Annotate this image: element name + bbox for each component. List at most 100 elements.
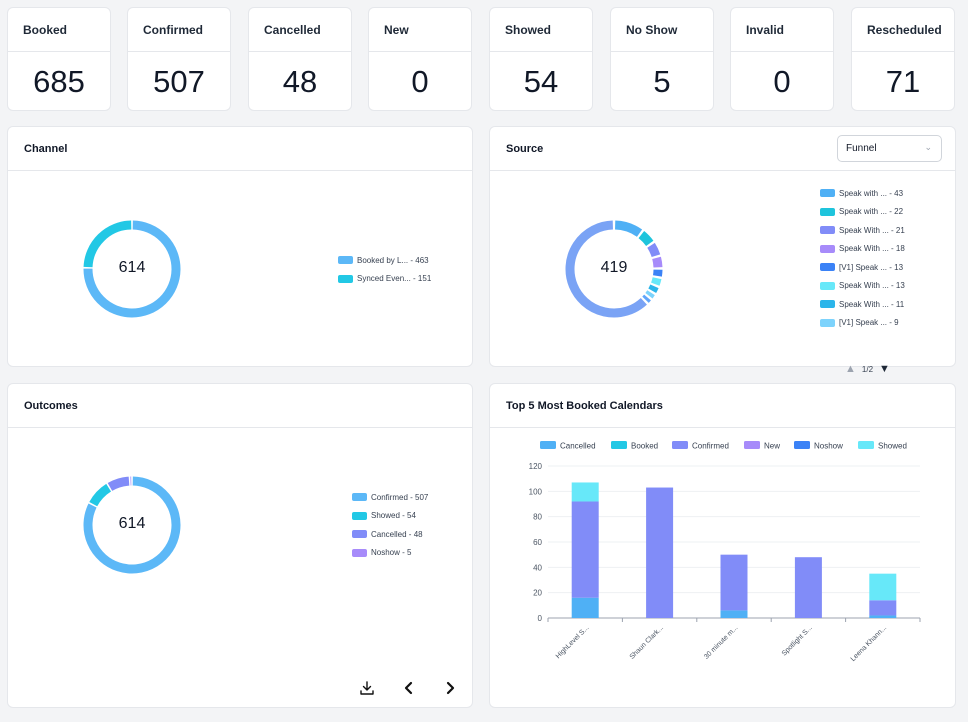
bar-segment[interactable]: [571, 482, 599, 502]
legend-swatch: [820, 318, 835, 327]
donut-slice[interactable]: [638, 231, 654, 247]
legend-item[interactable]: Showed - 54: [352, 507, 428, 526]
donut-slice[interactable]: [107, 476, 130, 491]
y-tick-label: 60: [533, 538, 542, 547]
outcomes-panel: Outcomes 614 Confirmed - 507 Showed - 54 C…: [7, 383, 473, 708]
legend-item[interactable]: Synced Even... - 151: [338, 270, 431, 289]
donut-slice[interactable]: [651, 277, 662, 286]
legend-pager: ▲ 1/2 ▼: [845, 363, 890, 375]
donut-slice[interactable]: [648, 284, 659, 293]
chart-legend-swatch[interactable]: [672, 441, 688, 449]
chart-legend-swatch[interactable]: [794, 441, 810, 449]
pager-down-icon[interactable]: ▼: [879, 363, 890, 375]
next-button[interactable]: [435, 673, 465, 703]
x-tick-label: Shaun Clark...: [629, 624, 665, 660]
legend-label: Cancelled - 48: [371, 529, 423, 539]
legend-label: Speak With ... - 11: [839, 299, 905, 309]
legend-swatch: [820, 281, 835, 290]
donut-slice[interactable]: [565, 220, 647, 318]
bar-segment[interactable]: [869, 615, 897, 618]
chevron-left-icon: [404, 681, 413, 695]
stat-value: 48: [282, 64, 318, 99]
channel-title: Channel: [8, 127, 472, 171]
stat-value: 507: [153, 64, 205, 99]
chart-legend-swatch[interactable]: [611, 441, 627, 449]
chart-legend-label: Booked: [631, 442, 658, 451]
stat-label: Cancelled: [249, 8, 351, 52]
legend-item[interactable]: [V1] Speak ... - 9: [820, 314, 905, 333]
donut-slice[interactable]: [89, 483, 112, 507]
source-filter-value: Funnel: [846, 143, 877, 154]
legend-swatch: [820, 226, 835, 235]
outcomes-donut: [83, 476, 181, 574]
chart-legend-label: Confirmed: [692, 442, 729, 451]
donut-slice[interactable]: [83, 220, 181, 318]
legend-label: Synced Even... - 151: [357, 274, 432, 284]
donut-slice[interactable]: [645, 290, 655, 299]
donut-slice[interactable]: [652, 256, 663, 268]
previous-button[interactable]: [394, 673, 424, 703]
legend-item[interactable]: Cancelled - 48: [352, 525, 428, 544]
stat-card-invalid: Invalid 0: [730, 7, 834, 111]
legend-label: Speak with ... - 43: [839, 188, 904, 198]
donut-slice[interactable]: [614, 220, 643, 237]
source-total: 419: [600, 259, 628, 276]
donut-slice[interactable]: [653, 269, 663, 277]
legend-label: Booked by L... - 463: [357, 255, 429, 265]
stat-label: Invalid: [731, 8, 833, 52]
top-calendars-panel: Top 5 Most Booked Calendars Cancelled Boo…: [489, 383, 956, 708]
stat-label: Rescheduled: [852, 8, 954, 52]
source-filter-select[interactable]: Funnel ⌄: [837, 135, 942, 162]
stat-card-cancelled: Cancelled 48: [248, 7, 352, 111]
bar-segment[interactable]: [794, 557, 822, 618]
donut-slice[interactable]: [642, 294, 651, 303]
chart-legend-swatch[interactable]: [858, 441, 874, 449]
bar-segment[interactable]: [869, 600, 897, 616]
bar-segment[interactable]: [646, 487, 674, 618]
legend-item[interactable]: Noshow - 5: [352, 544, 428, 563]
pager-label: 1/2: [861, 364, 874, 374]
y-tick-label: 40: [533, 563, 542, 572]
y-tick-label: 0: [538, 614, 543, 623]
legend-item[interactable]: Booked by L... - 463: [338, 251, 431, 270]
chart-legend-swatch[interactable]: [540, 441, 556, 449]
donut-slice[interactable]: [83, 220, 132, 268]
chevron-down-icon: ⌄: [924, 142, 932, 152]
source-panel: Source Funnel ⌄ 419 Speak with ... - 43 S…: [489, 126, 956, 375]
download-button[interactable]: [352, 673, 382, 703]
stat-label: Booked: [8, 8, 110, 52]
outcomes-total: 614: [118, 515, 146, 532]
bar-segment[interactable]: [869, 573, 897, 601]
legend-item[interactable]: [V1] Speak ... - 13: [820, 258, 905, 277]
stat-card-confirmed: Confirmed 507: [127, 7, 231, 111]
stat-label: Showed: [490, 8, 592, 52]
donut-slice[interactable]: [83, 476, 181, 574]
legend-label: Speak With ... - 21: [839, 225, 905, 235]
bar-segment[interactable]: [720, 554, 748, 611]
legend-swatch: [338, 256, 353, 265]
legend-swatch: [820, 263, 835, 272]
legend-item[interactable]: Speak with ... - 43: [820, 184, 905, 203]
donut-slice[interactable]: [647, 242, 661, 258]
legend-label: Confirmed - 507: [371, 492, 429, 502]
legend-item[interactable]: Speak With ... - 11: [820, 295, 905, 314]
legend-label: Speak With ... - 18: [839, 244, 905, 254]
outcomes-title: Outcomes: [8, 384, 472, 428]
chart-legend-swatch[interactable]: [744, 441, 760, 449]
bar-chart: Cancelled Booked Confirmed New Noshow Showed 0…: [529, 441, 921, 663]
legend-item[interactable]: Confirmed - 507: [352, 488, 428, 507]
legend-item[interactable]: Speak with ... - 22: [820, 203, 905, 222]
legend-label: [V1] Speak ... - 9: [839, 318, 899, 328]
bar-segment[interactable]: [571, 501, 599, 598]
legend-label: Speak With ... - 13: [839, 281, 905, 291]
legend-item[interactable]: Speak With ... - 13: [820, 277, 905, 296]
legend-item[interactable]: Speak With ... - 18: [820, 240, 905, 259]
bar-segment[interactable]: [571, 597, 599, 618]
pager-up-icon[interactable]: ▲: [845, 363, 856, 375]
x-tick-label: 30 minute m...: [703, 624, 739, 660]
legend-item[interactable]: Speak With ... - 21: [820, 221, 905, 240]
bar-segment[interactable]: [720, 610, 748, 618]
chevron-right-icon: [446, 681, 455, 695]
legend-label: [V1] Speak ... - 13: [839, 262, 904, 272]
top-calendars-title: Top 5 Most Booked Calendars: [490, 384, 955, 428]
